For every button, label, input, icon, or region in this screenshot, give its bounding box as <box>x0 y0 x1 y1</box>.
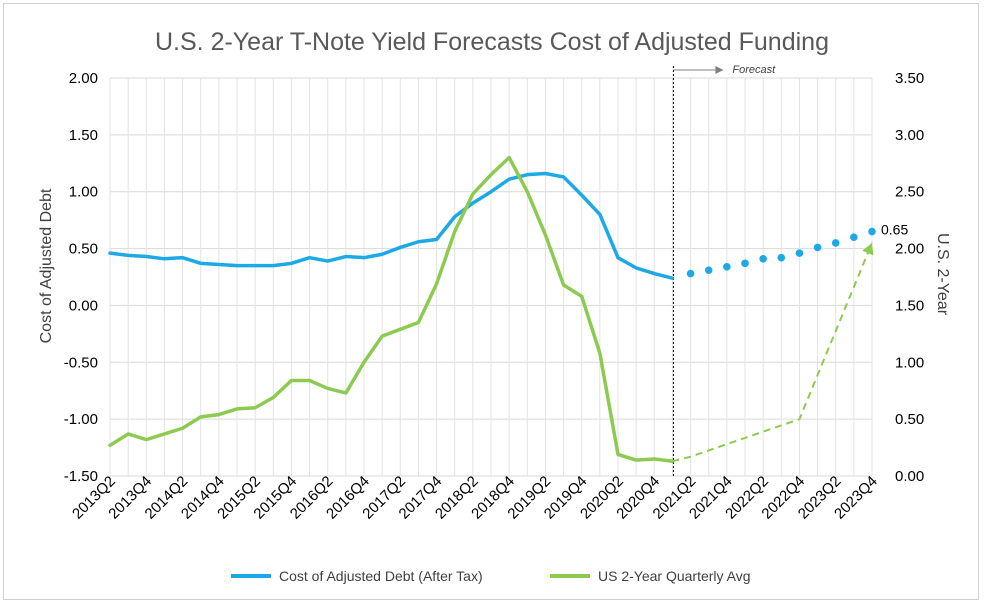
forecast-point <box>686 269 695 278</box>
chart-frame: U.S. 2-Year T-Note Yield Forecasts Cost … <box>3 3 979 600</box>
y-axis-left-ticks: 2.00 1.50 1.00 0.50 0.00 -0.50 -1.00 -1.50 <box>64 70 98 485</box>
y-left-tick-label: 0.00 <box>69 297 98 314</box>
forecast-point <box>723 262 731 271</box>
y-left-tick-label: -1.00 <box>64 411 98 428</box>
legend-label-us-2-year: US 2-Year Quarterly Avg <box>598 568 751 584</box>
y-left-tick-label: 1.50 <box>69 127 98 144</box>
chart-title: U.S. 2-Year T-Note Yield Forecasts Cost … <box>155 28 829 56</box>
forecast-point <box>831 239 840 247</box>
y-right-tick-label: 3.50 <box>895 70 924 87</box>
y-right-tick-label: 2.50 <box>895 184 924 201</box>
forecast-point <box>850 233 858 241</box>
y-right-tick-label: 0.50 <box>895 411 924 428</box>
y-left-tick-label: -0.50 <box>64 354 98 371</box>
y-right-tick-label: 2.00 <box>895 241 924 258</box>
line-chart: U.S. 2-Year T-Note Yield Forecasts Cost … <box>38 28 951 584</box>
series-arrowhead-icon <box>862 242 874 256</box>
y-right-tick-label: 1.00 <box>895 354 924 371</box>
y-axis-right-ticks: 3.50 3.00 2.50 2.00 1.50 1.00 0.50 0.00 <box>895 70 924 485</box>
forecast-point <box>777 253 786 262</box>
series-dashed-line-3 <box>672 242 873 463</box>
legend-label-cost-of-adjusted-debt: Cost of Adjusted Debt (After Tax) <box>279 568 483 584</box>
y-left-tick-label: -1.50 <box>64 468 98 485</box>
series-line-0 <box>108 171 675 280</box>
series-line-2 <box>108 155 675 463</box>
series-layer: 0.65 <box>108 155 908 463</box>
y-left-tick-label: 1.00 <box>69 184 98 201</box>
gridlines <box>109 77 873 477</box>
forecast-point <box>704 266 713 274</box>
y-axis-left-label: Cost of Adjusted Debt <box>38 188 55 343</box>
y-axis-right-label: U.S. 2-Year <box>934 233 951 316</box>
y-right-tick-label: 3.00 <box>895 127 924 144</box>
forecast-point <box>813 243 822 252</box>
forecast-marker: Forecast <box>672 64 776 476</box>
y-left-tick-label: 2.00 <box>69 70 98 87</box>
x-axis-ticks: 2013Q22013Q42014Q22014Q42015Q22015Q42016… <box>69 473 881 523</box>
forecast-arrow-icon <box>715 66 724 74</box>
end-value-label: 0.65 <box>881 222 908 238</box>
y-right-tick-label: 0.00 <box>895 468 924 485</box>
y-right-tick-label: 1.50 <box>895 297 924 314</box>
forecast-point <box>741 259 749 268</box>
legend: Cost of Adjusted Debt (After Tax) US 2-Y… <box>231 568 751 584</box>
forecast-label: Forecast <box>732 64 776 76</box>
y-left-tick-label: 0.50 <box>69 241 98 258</box>
forecast-point <box>868 227 876 236</box>
forecast-point <box>759 255 767 263</box>
forecast-point <box>795 249 804 257</box>
